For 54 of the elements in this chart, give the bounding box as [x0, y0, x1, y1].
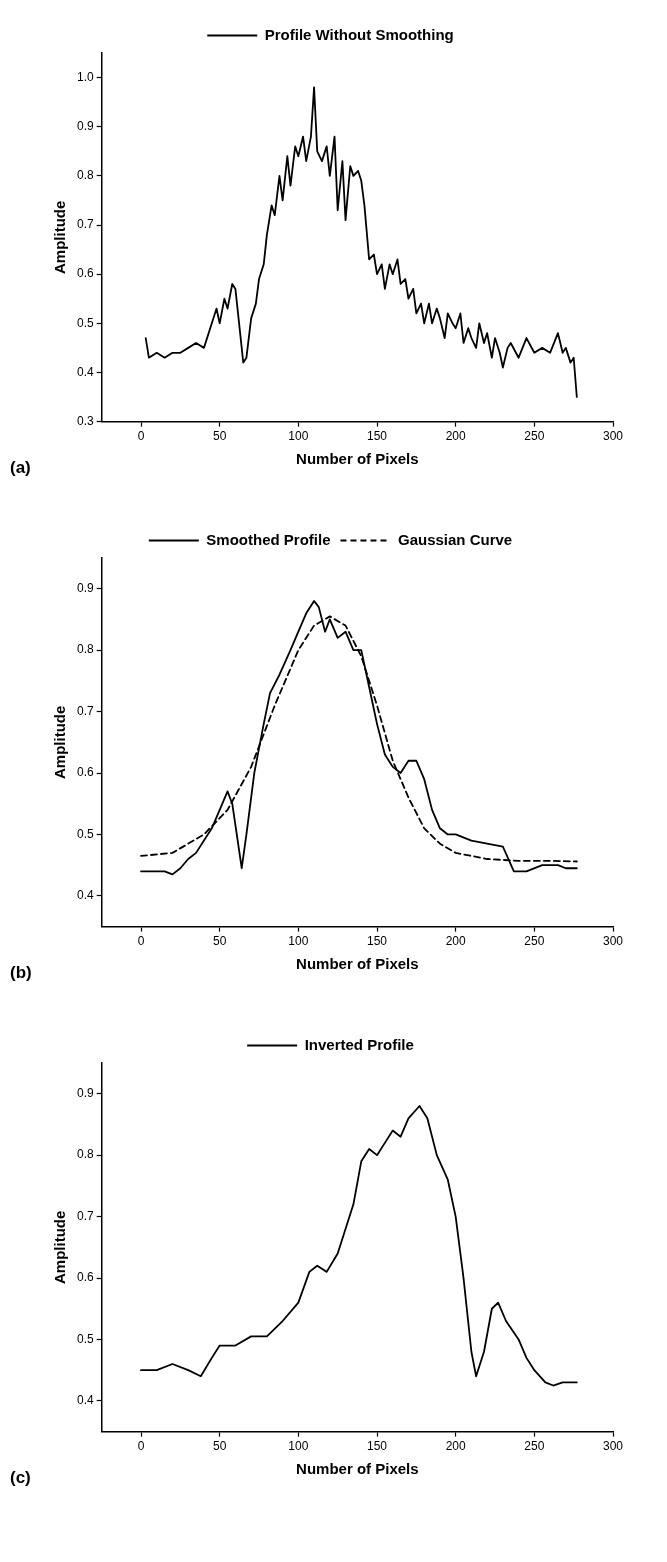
x-tick-label: 100 — [288, 429, 309, 444]
y-tick-label: 0.7 — [76, 1208, 94, 1223]
x-tick-label: 0 — [137, 429, 145, 444]
legend-label: Profile Without Smoothing — [264, 25, 454, 43]
y-tick-label: 0.4 — [76, 888, 94, 903]
x-tick-label: 150 — [366, 934, 388, 949]
y-tick-label: 0.6 — [76, 266, 94, 281]
y-tick-label: 0.5 — [76, 315, 94, 330]
text: (a) — [10, 458, 31, 478]
legend-label: Inverted Profile — [304, 1035, 414, 1053]
x-tick-label: 300 — [602, 1439, 624, 1454]
y-tick-label: 0.9 — [76, 119, 94, 134]
y-tick-label: 0.9 — [76, 1086, 94, 1101]
y-tick-label: 0.6 — [76, 1270, 94, 1285]
y-tick-label: 0.7 — [76, 217, 94, 232]
y-tick-label: 1.0 — [76, 69, 94, 84]
x-tick-label: 200 — [445, 934, 466, 949]
legend-label: Gaussian Curve — [397, 530, 513, 548]
x-tick-label: 0 — [137, 934, 145, 949]
x-tick-label: 100 — [288, 934, 309, 949]
x-tick-label: 300 — [602, 429, 624, 444]
x-axis-title: Number of Pixels — [296, 1460, 419, 1478]
x-axis-title: Number of Pixels — [296, 450, 419, 468]
y-tick-label: 0.4 — [76, 1393, 94, 1408]
x-tick-label: 200 — [445, 1439, 466, 1454]
x-tick-label: 150 — [366, 429, 388, 444]
y-axis-title: Amplitude — [51, 1210, 69, 1284]
y-tick-label: 0.8 — [76, 168, 94, 183]
text: (b) — [10, 963, 32, 983]
x-tick-label: 250 — [524, 1439, 545, 1454]
x-tick-label: 250 — [524, 934, 545, 949]
x-tick-label: 250 — [524, 429, 545, 444]
legend-label: Smoothed Profile — [206, 530, 331, 548]
y-tick-label: 0.8 — [76, 642, 94, 657]
x-tick-label: 150 — [366, 1439, 388, 1454]
x-tick-label: 0 — [137, 1439, 145, 1454]
y-tick-label: 0.7 — [76, 703, 94, 718]
y-tick-label: 0.4 — [76, 364, 94, 379]
text: (c) — [10, 1468, 31, 1488]
x-tick-label: 100 — [288, 1439, 309, 1454]
y-axis-title: Amplitude — [51, 200, 69, 274]
y-axis-title: Amplitude — [51, 705, 69, 779]
x-tick-label: 200 — [445, 429, 466, 444]
y-tick-label: 0.3 — [76, 413, 94, 428]
y-tick-label: 0.5 — [76, 826, 94, 841]
y-tick-label: 0.8 — [76, 1147, 94, 1162]
x-tick-label: 300 — [602, 934, 624, 949]
y-tick-label: 0.9 — [76, 581, 94, 596]
x-tick-label: 50 — [213, 429, 227, 444]
x-tick-label: 50 — [213, 934, 227, 949]
x-tick-label: 50 — [213, 1439, 227, 1454]
x-axis-title: Number of Pixels — [296, 955, 419, 973]
y-tick-label: 0.6 — [76, 765, 94, 780]
y-tick-label: 0.5 — [76, 1331, 94, 1346]
